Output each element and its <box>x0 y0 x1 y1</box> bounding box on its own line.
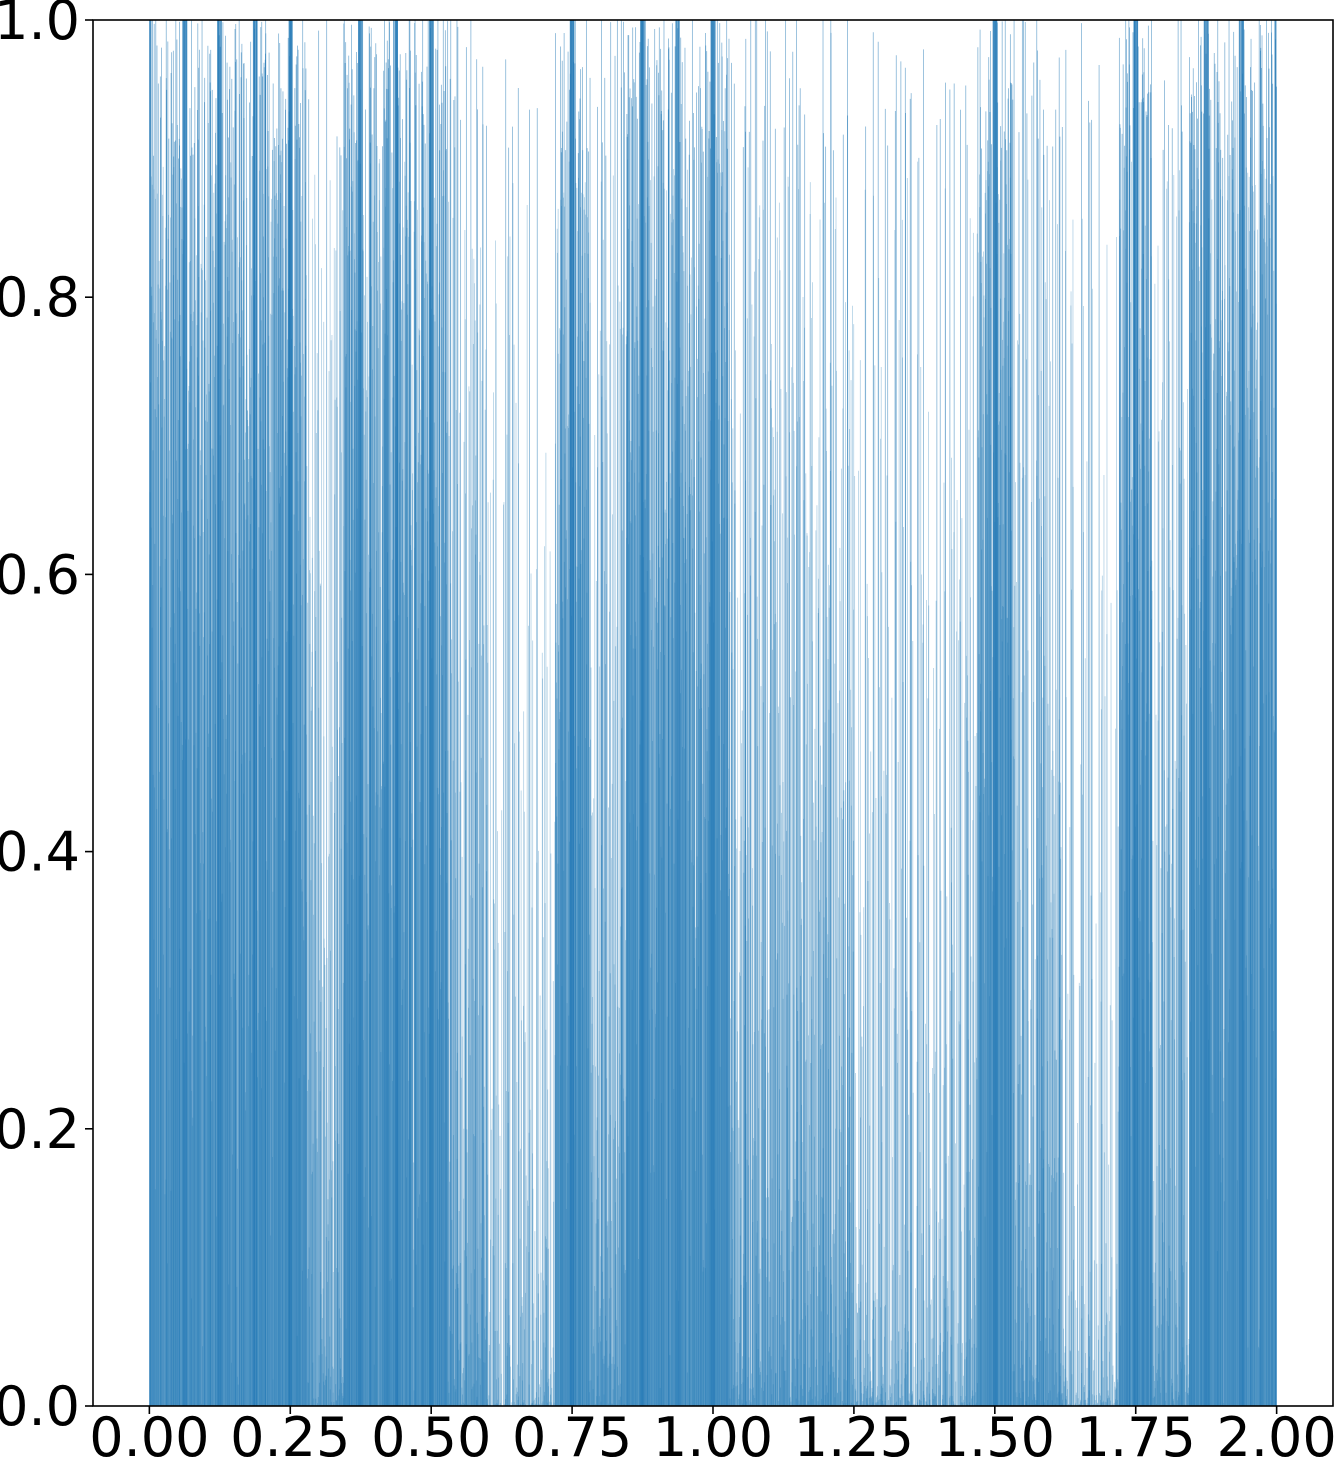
line-marks <box>149 20 1277 1406</box>
